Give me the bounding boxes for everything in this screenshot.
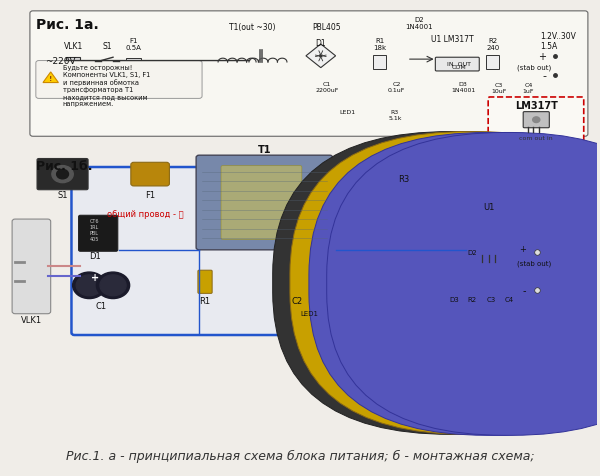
FancyBboxPatch shape [476,213,500,256]
Text: +: + [91,273,99,283]
Text: D1: D1 [316,40,326,49]
FancyBboxPatch shape [198,270,212,293]
Text: VLK1: VLK1 [21,316,42,325]
Circle shape [100,275,126,296]
Text: R3
5.1k: R3 5.1k [388,110,402,121]
FancyBboxPatch shape [37,159,88,190]
Text: com out in: com out in [520,136,553,141]
FancyBboxPatch shape [12,219,50,314]
Text: R1
18k: R1 18k [374,38,386,51]
Text: 1.2V..30V
1.5A: 1.2V..30V 1.5A [541,32,576,51]
FancyBboxPatch shape [79,215,118,251]
FancyBboxPatch shape [436,57,479,71]
Text: -: - [542,70,547,81]
FancyBboxPatch shape [71,167,547,335]
Circle shape [397,201,411,213]
Text: C3
10uF: C3 10uF [491,83,506,94]
Text: R1: R1 [199,297,211,306]
Bar [373,55,386,69]
FancyBboxPatch shape [290,131,600,435]
FancyBboxPatch shape [30,11,588,136]
Text: (stab out): (stab out) [517,261,551,268]
Circle shape [97,272,130,298]
Text: D2: D2 [467,249,477,256]
Text: +: + [518,245,526,254]
FancyBboxPatch shape [389,184,419,231]
Text: T1(out ~30): T1(out ~30) [229,23,275,32]
Text: LED1: LED1 [340,110,356,115]
FancyBboxPatch shape [221,166,302,239]
Bar [126,58,141,63]
Text: R3: R3 [398,175,410,184]
Text: D2
1N4001: D2 1N4001 [405,17,433,30]
Text: общий провод - ⏚: общий провод - ⏚ [107,210,184,219]
FancyBboxPatch shape [272,131,600,435]
Text: C3: C3 [487,297,496,303]
Text: C2
0.1uF: C2 0.1uF [388,82,406,93]
Text: D3: D3 [449,297,459,303]
Text: R2: R2 [467,297,477,303]
Text: F1
0.5A: F1 0.5A [126,38,142,51]
Text: T1: T1 [257,145,271,155]
FancyBboxPatch shape [196,155,332,250]
Bar [486,55,499,69]
Text: R2
240: R2 240 [486,38,500,51]
Text: (stab out): (stab out) [517,64,551,71]
Circle shape [52,166,73,183]
Text: C4: C4 [505,297,514,303]
Text: VLK1: VLK1 [64,42,83,51]
FancyBboxPatch shape [36,60,202,99]
Text: F1: F1 [145,191,155,199]
FancyBboxPatch shape [488,97,584,145]
Text: PBL405: PBL405 [312,23,340,32]
Text: Будьте осторожны!
Компоненты VLK1, S1, F1
и первинная обмотка
трансформатора Т1
: Будьте осторожны! Компоненты VLK1, S1, F… [62,65,150,107]
Circle shape [56,169,68,179]
Text: -: - [522,286,526,296]
Text: D3
1N4001: D3 1N4001 [451,82,475,93]
Text: ~220V: ~220V [45,58,76,67]
Text: COM: COM [451,65,466,70]
Polygon shape [306,44,335,68]
Text: +: + [538,52,547,62]
Text: U1 LM317T: U1 LM317T [431,35,473,44]
FancyBboxPatch shape [523,112,550,128]
Circle shape [533,117,540,122]
Text: Рис. 1а.: Рис. 1а. [36,18,98,32]
FancyBboxPatch shape [131,162,169,186]
Text: CT6
1RL
PBL
405: CT6 1RL PBL 405 [89,219,99,242]
Text: S1: S1 [58,191,68,199]
FancyBboxPatch shape [327,132,600,436]
Text: C4
1uF: C4 1uF [523,83,534,94]
Text: C1
2200uF: C1 2200uF [315,82,338,93]
Circle shape [76,275,103,296]
FancyBboxPatch shape [309,132,600,436]
Text: !: ! [49,76,52,82]
Text: C1: C1 [95,302,107,311]
Bar [65,57,80,64]
Text: LM317T: LM317T [515,101,557,111]
Text: S1: S1 [103,42,112,51]
Text: C2: C2 [292,297,302,306]
Text: Рис. 1б.: Рис. 1б. [36,160,92,173]
Circle shape [300,295,318,309]
Text: LED1: LED1 [300,311,318,317]
Text: Рис.1. а - принципиальная схема блока питания; б - монтажная схема;: Рис.1. а - принципиальная схема блока пи… [65,450,535,463]
Text: U1: U1 [483,203,494,212]
Circle shape [73,272,106,298]
Circle shape [391,197,417,218]
FancyBboxPatch shape [287,270,307,293]
Text: D1: D1 [89,252,101,261]
Text: IN  OUT: IN OUT [447,62,471,67]
FancyBboxPatch shape [467,256,476,279]
